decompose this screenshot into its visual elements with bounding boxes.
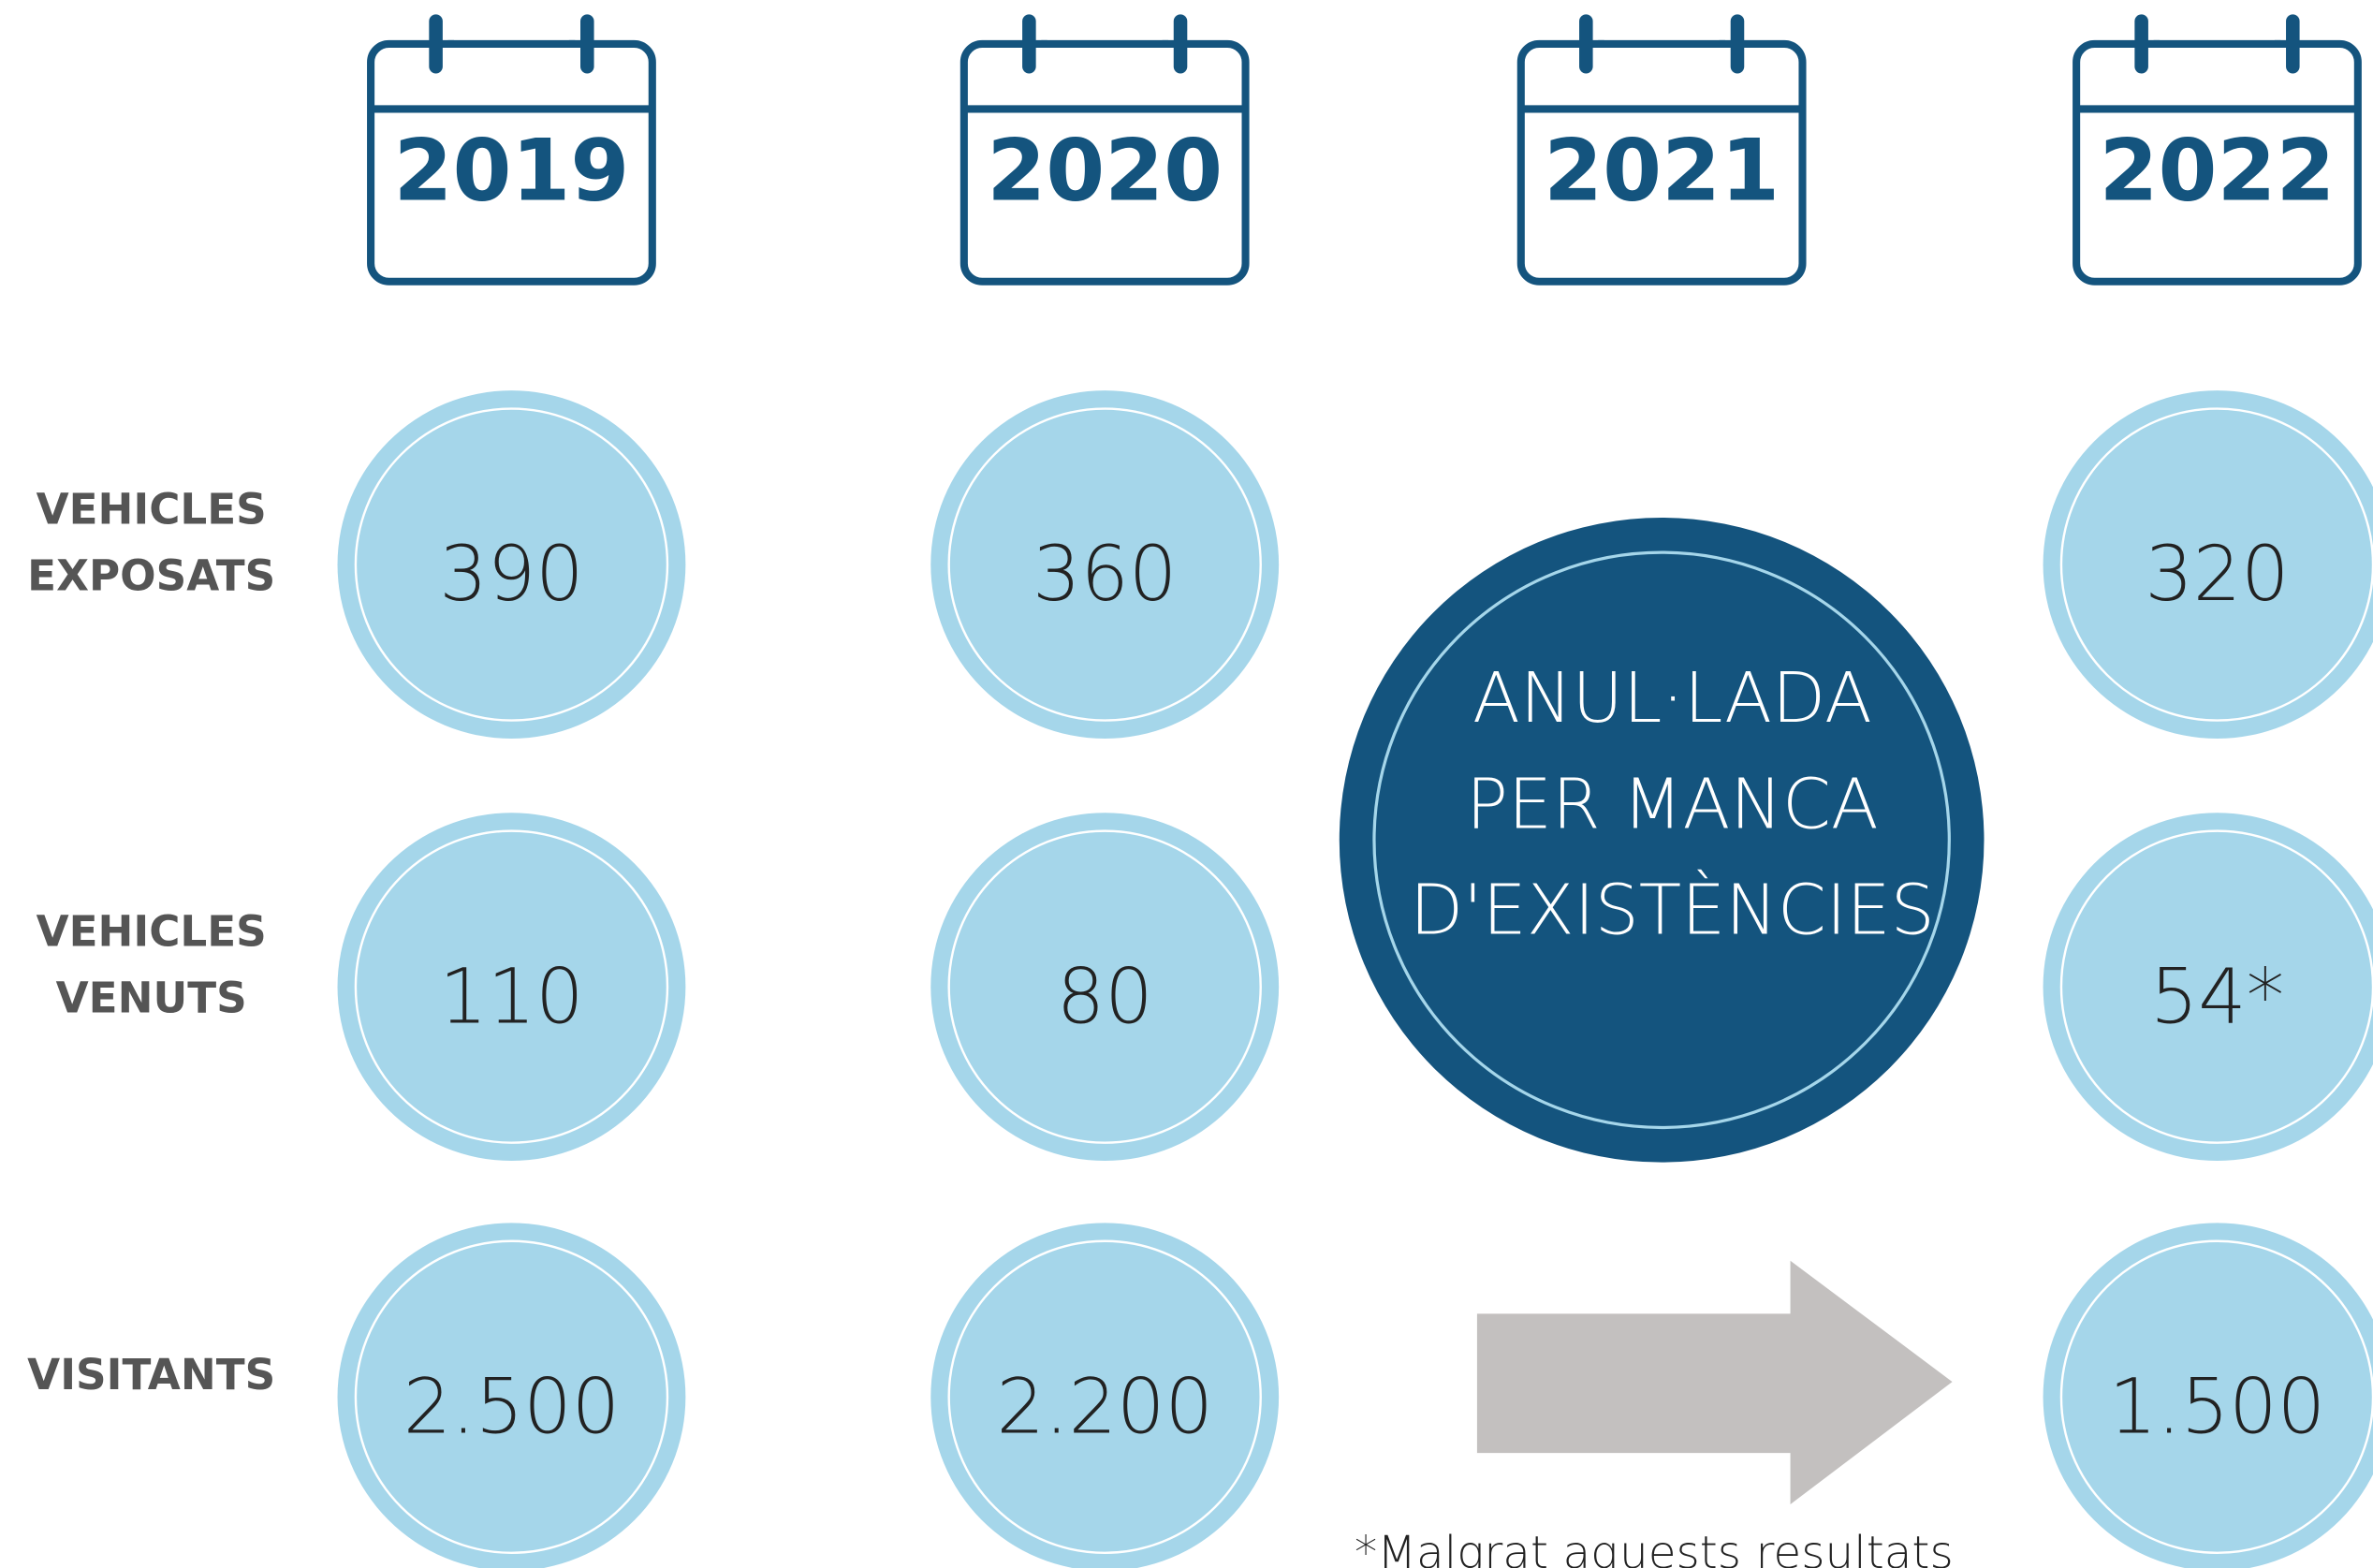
value: 80 <box>1057 953 1153 1041</box>
value-ring <box>354 1239 669 1555</box>
value-ring <box>354 829 669 1144</box>
value-ring <box>947 1239 1262 1555</box>
row-label: VEHICLES <box>37 906 267 956</box>
cancelled-circle <box>1339 517 1985 1163</box>
cancelled-text: ANUL·LADA <box>1472 657 1872 739</box>
value-circle <box>337 813 686 1162</box>
value-circle <box>2043 1223 2373 1568</box>
value: 320 <box>2145 531 2289 619</box>
value-circle <box>930 813 1280 1162</box>
value: 360 <box>1033 531 1177 619</box>
row-label: EXPOSATS <box>27 551 275 601</box>
value-ring <box>2059 829 2373 1144</box>
value-ring <box>2059 407 2373 722</box>
value-ring <box>947 829 1262 1144</box>
value-circle <box>930 390 1280 739</box>
value: 2.500 <box>403 1363 620 1451</box>
value: 54* <box>2150 953 2284 1041</box>
value: 2.200 <box>996 1363 1212 1451</box>
year: 2021 <box>1544 122 1780 220</box>
cancelled-ring <box>1372 550 1951 1130</box>
value-circle <box>2043 390 2373 739</box>
year: 2022 <box>2100 122 2336 220</box>
row-label: VEHICLES <box>37 484 267 534</box>
value: 110 <box>439 953 583 1041</box>
footnote: *Malgrat aquests resultats <box>1355 1527 1954 1568</box>
value-circle <box>337 390 686 739</box>
value-ring <box>2059 1239 2373 1554</box>
value-circle <box>337 1223 686 1568</box>
value-ring <box>354 407 669 722</box>
value: 1.500 <box>2109 1363 2325 1451</box>
year: 2019 <box>393 122 629 220</box>
year: 2020 <box>987 122 1223 220</box>
value-circle <box>930 1223 1280 1568</box>
value-circle <box>2043 813 2373 1162</box>
cancelled-text: D'EXISTÈNCIES <box>1410 869 1935 951</box>
row-label: VISITANTS <box>27 1350 275 1399</box>
cancelled-text: PER MANCA <box>1466 763 1879 844</box>
arrow-shape <box>1476 1260 1953 1505</box>
value-ring <box>947 407 1262 722</box>
arrow <box>1476 1260 1953 1505</box>
value: 390 <box>439 531 583 619</box>
row-label: VENUTS <box>56 974 247 1023</box>
